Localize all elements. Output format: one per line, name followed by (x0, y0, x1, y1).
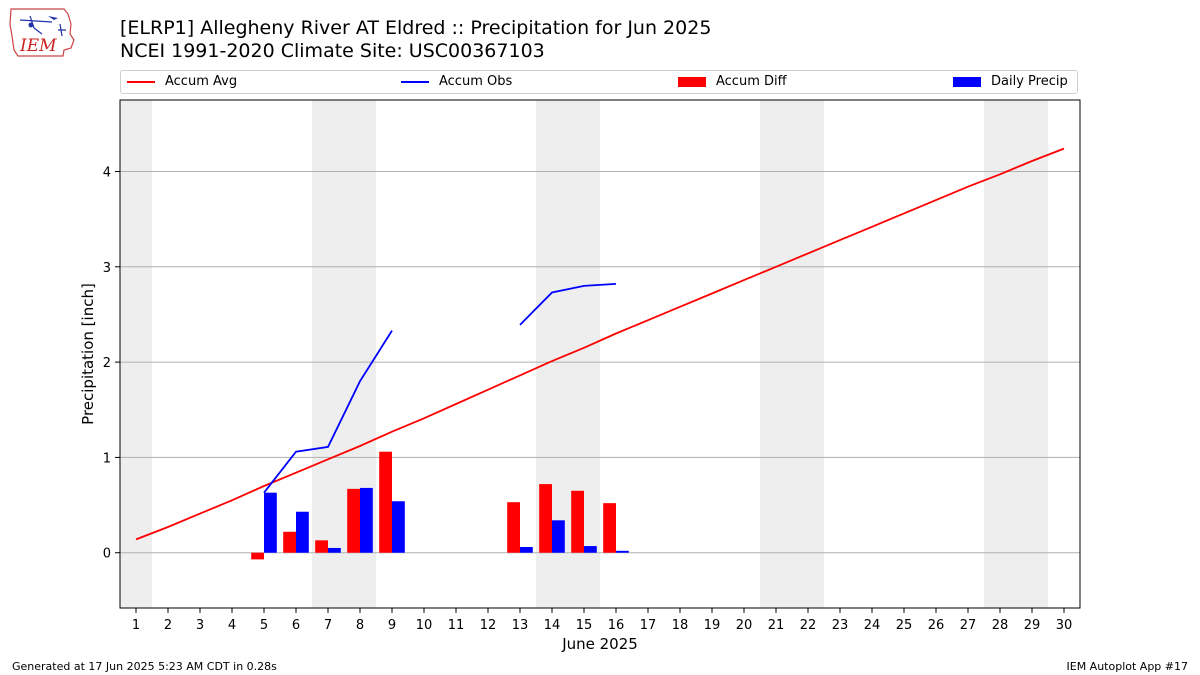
bar-daily-precip (616, 550, 629, 553)
y-tick-label: 4 (103, 165, 111, 180)
bar-daily-precip (392, 501, 405, 553)
bar-accum-diff (507, 502, 520, 553)
x-tick-label: 24 (864, 618, 881, 633)
x-tick-label: 8 (356, 618, 364, 633)
x-tick-label: 19 (704, 618, 721, 633)
bar-accum-diff (347, 488, 360, 553)
y-tick-label: 0 (103, 547, 111, 562)
x-tick-label: 30 (1056, 618, 1073, 633)
bar-accum-diff (539, 484, 552, 553)
line-accum-obs (263, 330, 393, 494)
y-tick-label: 3 (103, 261, 111, 276)
bar-daily-precip (360, 487, 373, 553)
x-tick-label: 18 (672, 618, 689, 633)
x-tick-label: 29 (1024, 618, 1041, 633)
weekend-shade (984, 100, 1048, 608)
x-tick-label: 26 (928, 618, 945, 633)
bar-daily-precip (296, 511, 309, 553)
legend-item-accum-diff: Accum Diff (678, 74, 787, 89)
line-accum-obs (519, 283, 617, 326)
y-tick-label: 2 (103, 356, 111, 371)
legend-swatch-daily-precip (953, 76, 981, 87)
bar-accum-diff (571, 490, 584, 553)
series-lines (135, 147, 1065, 541)
footer-app: IEM Autoplot App #17 (1066, 660, 1189, 673)
bar-daily-precip (264, 492, 277, 553)
x-tick-label: 10 (416, 618, 433, 633)
x-tick-label: 22 (800, 618, 817, 633)
x-tick-label: 15 (576, 618, 593, 633)
x-tick-label: 14 (544, 618, 561, 633)
iem-logo: IEM (8, 6, 80, 60)
x-tick-label: 6 (292, 618, 300, 633)
bar-daily-precip (520, 547, 533, 553)
x-tick-label: 16 (608, 618, 625, 633)
x-tick-label: 5 (260, 618, 268, 633)
logo-text: IEM (19, 36, 57, 56)
bar-accum-diff (251, 552, 264, 560)
x-axis-label: June 2025 (561, 635, 638, 653)
legend-label-accum-obs: Accum Obs (439, 74, 513, 89)
y-axis-label: Precipitation [inch] (79, 283, 97, 425)
bar-accum-diff (283, 531, 296, 553)
x-tick-label: 7 (324, 618, 332, 633)
x-tick-label: 20 (736, 618, 753, 633)
legend-item-accum-obs: Accum Obs (401, 74, 512, 89)
x-tick-label: 28 (992, 618, 1009, 633)
legend-item-accum-avg: Accum Avg (127, 74, 237, 89)
x-tick-label: 4 (228, 618, 236, 633)
bar-accum-diff (379, 451, 392, 553)
gridlines (120, 170, 1080, 554)
bar-daily-precip (552, 520, 565, 553)
bar-daily-precip (584, 546, 597, 553)
bar-accum-diff (315, 540, 328, 553)
x-tick-label: 13 (512, 618, 529, 633)
x-tick-label: 21 (768, 618, 785, 633)
weekend-shade (120, 100, 152, 608)
x-tick-label: 23 (832, 618, 849, 633)
x-tick-label: 17 (640, 618, 657, 633)
chart-subtitle: NCEI 1991-2020 Climate Site: USC00367103 (120, 40, 545, 62)
legend-label-accum-diff: Accum Diff (716, 74, 787, 89)
plot-frame (119, 99, 1081, 609)
bar-accum-diff (603, 503, 616, 553)
legend-swatch-accum-avg (127, 80, 155, 83)
chart-title: [ELRP1] Allegheny River AT Eldred :: Pre… (120, 17, 712, 39)
x-tick-label: 25 (896, 618, 913, 633)
x-tick-label: 11 (448, 618, 465, 633)
x-tick-label: 1 (132, 618, 140, 633)
x-tick-label: 27 (960, 618, 977, 633)
legend-label-daily-precip: Daily Precip (991, 74, 1068, 89)
x-tick-label: 3 (196, 618, 204, 633)
x-tick-label: 2 (164, 618, 172, 633)
bars (251, 451, 629, 560)
legend: Accum Avg Accum Obs Accum Diff Daily Pre… (120, 70, 1078, 94)
legend-label-accum-avg: Accum Avg (165, 74, 238, 89)
legend-swatch-accum-diff (678, 76, 706, 87)
legend-item-daily-precip: Daily Precip (953, 74, 1068, 89)
footer-generated: Generated at 17 Jun 2025 5:23 AM CDT in … (12, 660, 277, 673)
bar-daily-precip (328, 547, 341, 553)
weekend-shade (760, 100, 824, 608)
y-tick-label: 1 (103, 451, 111, 466)
line-accum-avg (135, 147, 1065, 541)
legend-swatch-accum-obs (401, 80, 429, 83)
x-tick-label: 12 (480, 618, 497, 633)
x-tick-label: 9 (388, 618, 396, 633)
